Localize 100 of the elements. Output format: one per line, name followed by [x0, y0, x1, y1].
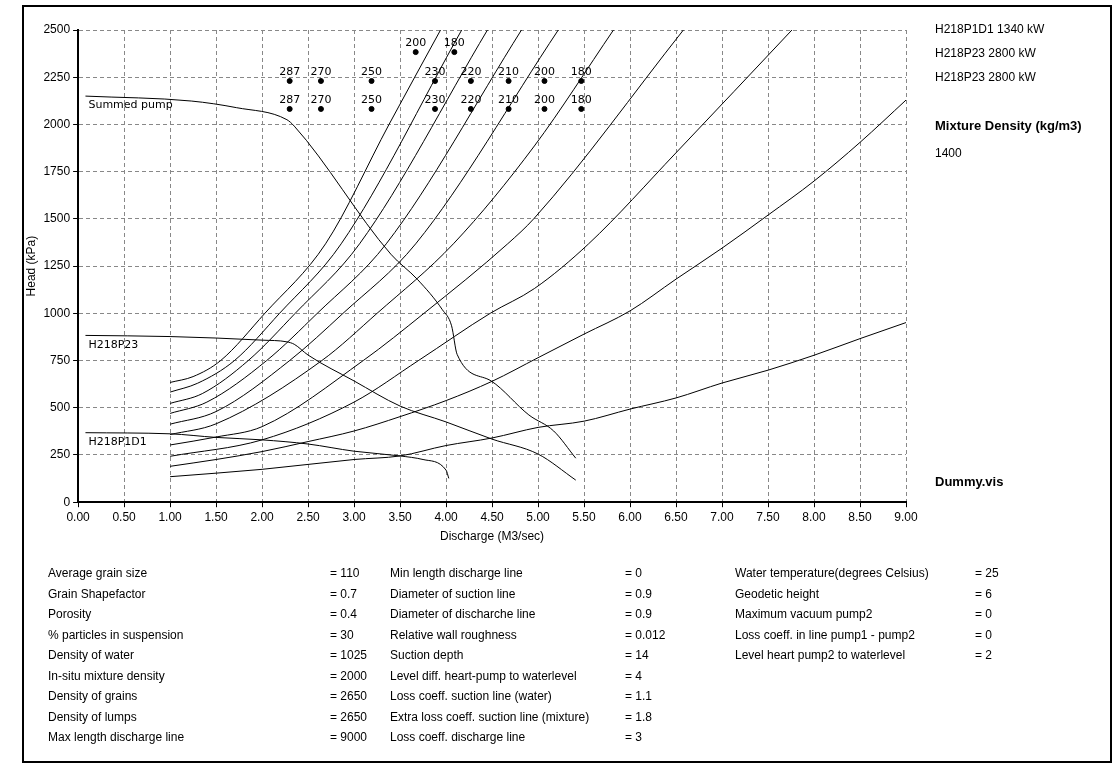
x-tick-label: 0.00: [66, 509, 91, 524]
text: = 0.012: [625, 627, 666, 642]
text: Density of lumps: [48, 709, 137, 724]
text: = 0: [975, 607, 993, 621]
x-tick-label: 3.50: [388, 509, 413, 524]
text: = 2650: [330, 709, 368, 724]
x-tick-label: 0.50: [112, 509, 137, 524]
y-tick-label: 1750: [43, 163, 71, 178]
y-tick-label: 2250: [43, 69, 71, 84]
annotation: 220: [460, 93, 482, 107]
x-tick-label: 9.00: [894, 509, 918, 524]
text: = 0.9: [625, 586, 653, 601]
text: Level heart pump2 to waterlevel: [735, 648, 906, 662]
y-tick-label: 250: [50, 447, 71, 462]
annotation: 287: [279, 93, 301, 107]
y-tick-label: 750: [50, 352, 71, 367]
annotation: 200: [533, 93, 555, 107]
text: Loss coeff. discharge line: [390, 730, 526, 744]
text: = 2650: [330, 689, 368, 703]
x-tick-label: 8.00: [802, 509, 827, 524]
series-label: H218P1D1: [88, 435, 147, 449]
text: Water temperature(degrees Celsius): [735, 566, 929, 580]
text: = 1025: [330, 648, 368, 662]
text: Diameter of discharche line: [390, 607, 536, 621]
x-tick-label: 8.50: [848, 509, 873, 524]
x-tick-label: 2.50: [296, 509, 321, 524]
annotation: 210: [498, 93, 520, 107]
text: H218P1D1 1340 kW: [935, 22, 1045, 36]
text: Diameter of suction line: [390, 586, 516, 601]
annotation: 270: [310, 65, 332, 79]
annotation: 210: [498, 65, 520, 79]
text: = 2000: [330, 668, 368, 683]
annotation: 287: [279, 65, 301, 79]
x-tick-label: 5.00: [526, 509, 551, 524]
y-tick-label: 500: [50, 400, 71, 415]
text: H218P23 2800 kW: [935, 70, 1036, 84]
annotation: 230: [424, 65, 446, 79]
text: = 0.4: [330, 607, 358, 621]
text: Density of water: [48, 648, 135, 662]
text: Max length discharge line: [48, 730, 185, 744]
text: = 4: [625, 668, 643, 683]
x-tick-label: 6.50: [664, 509, 689, 524]
text: Relative wall roughness: [390, 627, 517, 642]
text: Grain Shapefactor: [48, 586, 146, 601]
text: H218P23 2800 kW: [935, 46, 1036, 60]
text: Density of grains: [48, 689, 138, 703]
text: Extra loss coeff. suction line (mixture): [390, 709, 590, 724]
annotation: 200: [405, 36, 427, 50]
x-tick-label: 7.00: [710, 509, 735, 524]
text: % particles in suspension: [48, 627, 184, 642]
text: Geodetic height: [735, 586, 820, 601]
x-axis-title: Discharge (M3/sec): [440, 529, 545, 544]
text: Mixture Density (kg/m3): [935, 118, 1082, 133]
text: 1400: [935, 146, 962, 160]
text: Porosity: [48, 607, 92, 621]
annotation: 270: [310, 93, 332, 107]
series-label: H218P23: [88, 337, 139, 351]
y-tick-label: 2500: [43, 22, 71, 37]
x-tick-label: 7.50: [756, 509, 781, 524]
x-tick-label: 6.00: [618, 509, 643, 524]
text: Loss coeff. suction line (water): [390, 689, 552, 703]
text: In-situ mixture density: [48, 668, 165, 683]
text: = 3: [625, 730, 643, 744]
text: = 0: [625, 566, 643, 580]
text: = 0.7: [330, 586, 358, 601]
text: = 6: [975, 586, 993, 601]
text: = 0.9: [625, 607, 653, 621]
text: Dummy.vis: [935, 474, 1004, 489]
annotation: 250: [361, 65, 383, 79]
text: = 0: [975, 627, 993, 642]
text: Maximum vacuum pump2: [735, 607, 873, 621]
y-tick-label: 2000: [43, 116, 71, 131]
y-axis-title: Head (kPa): [23, 235, 38, 297]
y-tick-label: 1000: [43, 305, 71, 320]
text: Suction depth: [390, 648, 464, 662]
text: Average grain size: [48, 566, 148, 580]
text: Level diff. heart-pump to waterlevel: [390, 668, 577, 683]
x-tick-label: 4.50: [480, 509, 505, 524]
text: = 110: [330, 566, 360, 580]
text: = 30: [330, 627, 354, 642]
annotation: 180: [570, 93, 592, 107]
x-tick-label: 3.00: [342, 509, 367, 524]
text: = 25: [975, 566, 999, 580]
annotation: 200: [533, 65, 555, 79]
text: = 14: [625, 648, 649, 662]
x-tick-label: 2.00: [250, 509, 275, 524]
text: = 1.1: [625, 689, 653, 703]
annotation: 230: [424, 93, 446, 107]
text: = 2: [975, 648, 993, 662]
x-tick-label: 4.00: [434, 509, 459, 524]
x-tick-label: 1.00: [158, 509, 183, 524]
series-label: Summed pump: [88, 98, 173, 112]
x-tick-label: 5.50: [572, 509, 597, 524]
text: = 1.8: [625, 709, 653, 724]
y-tick-label: 0: [63, 494, 71, 509]
annotation: 180: [570, 65, 592, 79]
text: Min length discharge line: [390, 566, 523, 580]
text: Loss coeff. in line pump1 - pump2: [735, 627, 915, 642]
y-tick-label: 1500: [43, 211, 71, 226]
text: = 9000: [330, 730, 368, 744]
